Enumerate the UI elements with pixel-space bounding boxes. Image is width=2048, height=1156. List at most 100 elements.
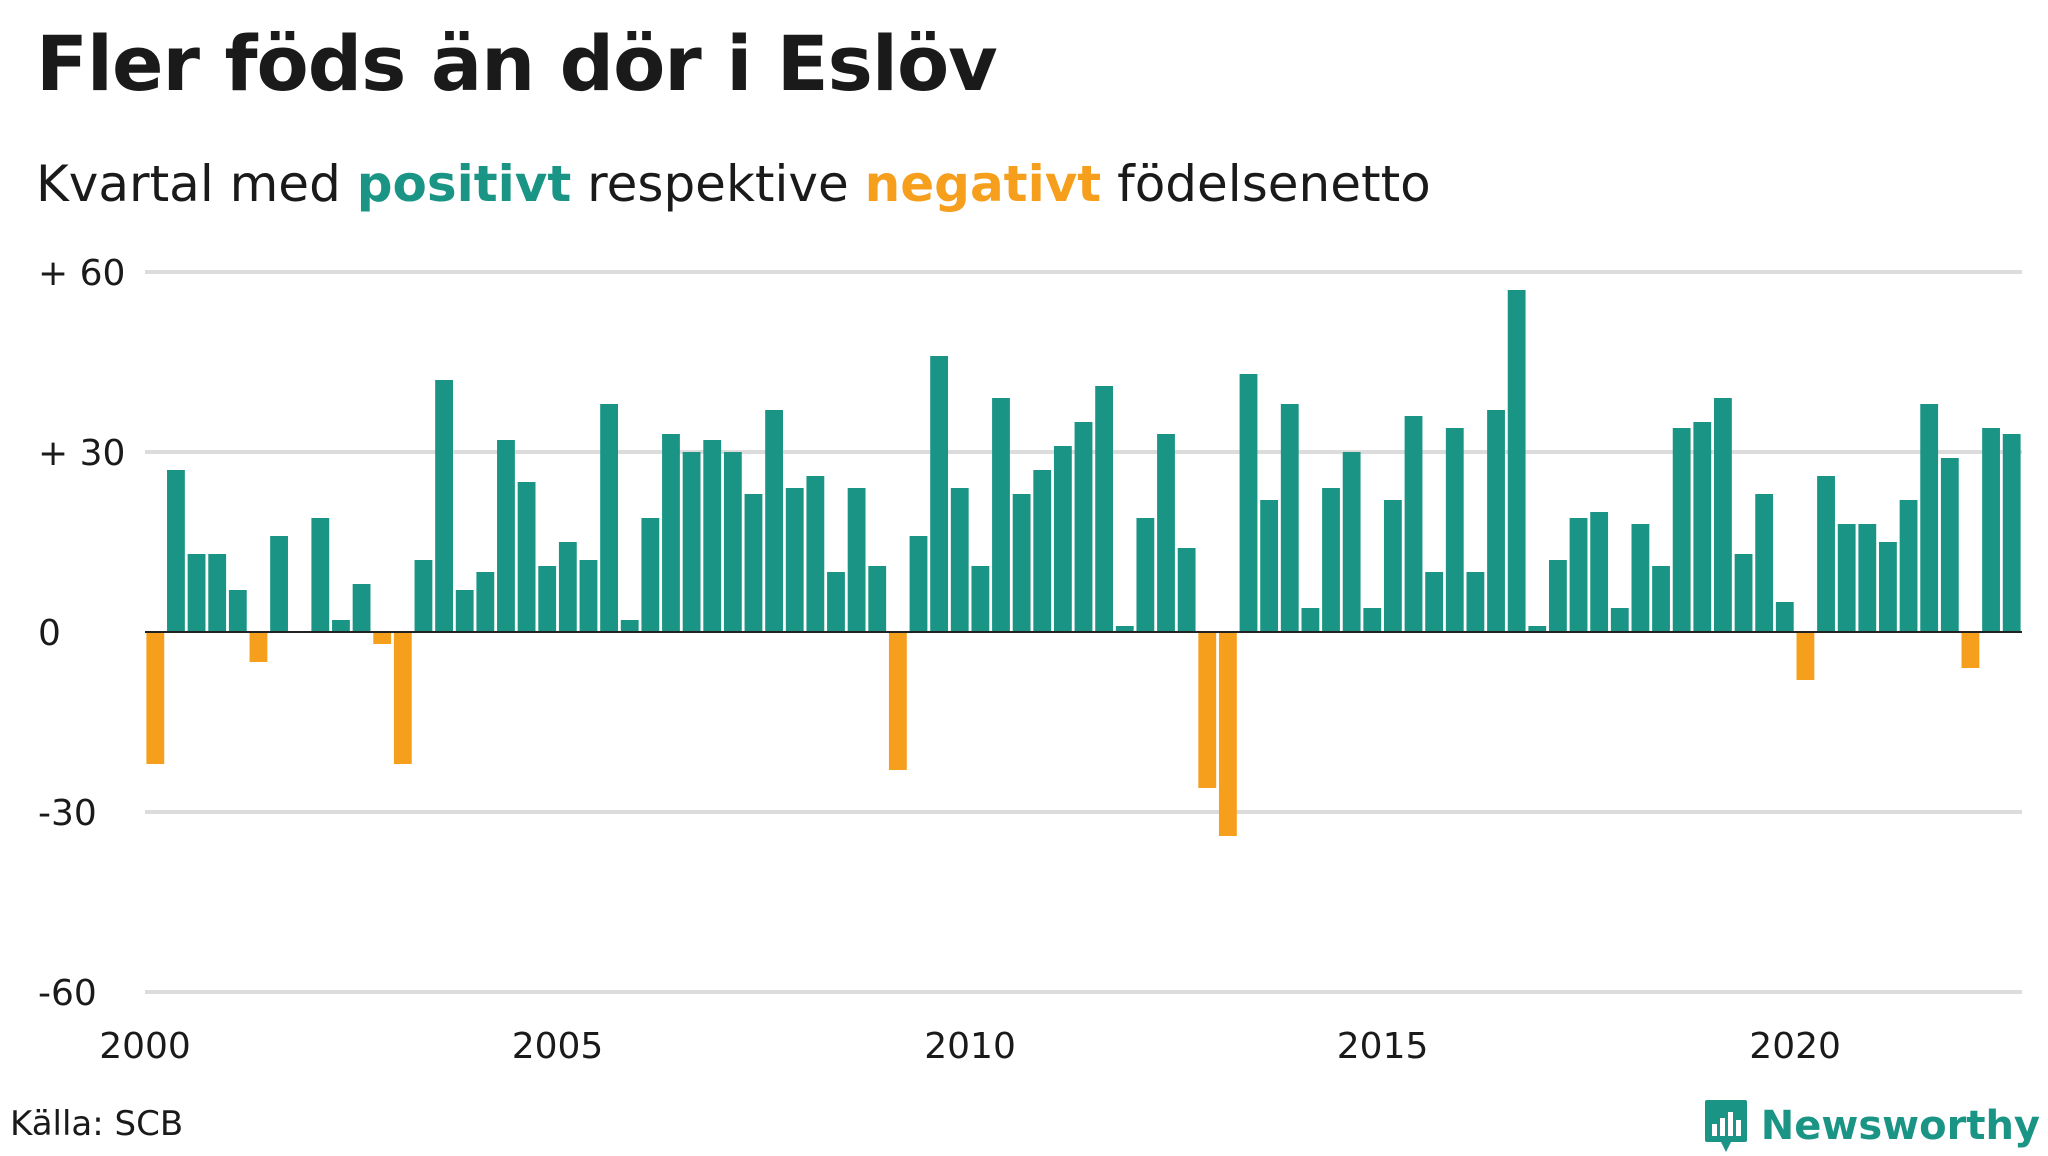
- bar: [2002, 434, 2021, 632]
- bar: [1940, 458, 1959, 632]
- bar: [455, 590, 474, 632]
- subtitle-positive-word: positivt: [356, 155, 572, 213]
- bar: [1982, 428, 2000, 632]
- bar: [1218, 632, 1237, 836]
- bar: [888, 632, 907, 770]
- bar: [1404, 416, 1423, 632]
- bar: [1445, 428, 1464, 632]
- bar: [1425, 572, 1444, 632]
- x-tick-label: 2010: [924, 1026, 1016, 1067]
- bar: [1714, 398, 1732, 632]
- y-tick-label: -30: [38, 793, 97, 834]
- bar: [208, 554, 227, 632]
- bar: [1858, 524, 1877, 632]
- bar: [352, 584, 371, 632]
- bar: [311, 518, 330, 632]
- bar: [662, 434, 680, 632]
- bar: [1672, 428, 1691, 632]
- subtitle-middle: respektive: [571, 155, 865, 213]
- bar: [1652, 566, 1670, 632]
- bar: [1033, 470, 1052, 632]
- bar: [620, 620, 639, 632]
- bar: [1053, 446, 1072, 632]
- bar: [930, 356, 949, 632]
- subtitle-negative-word: negativt: [864, 155, 1102, 213]
- subtitle-prefix: Kvartal med: [36, 155, 357, 213]
- bar: [1322, 488, 1340, 632]
- bar: [847, 488, 866, 632]
- source-note: Källa: SCB: [10, 1104, 184, 1144]
- bar: [1755, 494, 1774, 632]
- bar: [435, 380, 453, 632]
- bar: [579, 560, 598, 632]
- bar: [806, 476, 825, 632]
- bar: [992, 398, 1010, 632]
- bar: [228, 590, 247, 632]
- bar: [723, 452, 742, 632]
- chart-title: Fler föds än dör i Eslöv: [36, 19, 998, 108]
- bar: [558, 542, 577, 632]
- bar: [1548, 560, 1567, 632]
- y-tick-label: 0: [38, 613, 61, 654]
- brand-name: Newsworthy: [1760, 1103, 2040, 1149]
- bar: [1528, 626, 1547, 632]
- bar: [1239, 374, 1258, 632]
- bar: [1920, 404, 1939, 632]
- bar: [1879, 542, 1897, 632]
- bar: [1177, 548, 1196, 632]
- bar: [744, 494, 763, 632]
- x-tick-label: 2000: [99, 1026, 191, 1067]
- bar: [1260, 500, 1279, 632]
- bar: [1569, 518, 1588, 632]
- x-tick-label: 2005: [512, 1026, 604, 1067]
- x-tick-label: 2020: [1749, 1026, 1841, 1067]
- bar: [497, 440, 515, 632]
- bar: [167, 470, 185, 632]
- bar: [1487, 410, 1505, 632]
- bar: [1899, 500, 1918, 632]
- bar: [393, 632, 412, 764]
- bar: [1115, 626, 1134, 632]
- bar: [1796, 632, 1815, 680]
- bar: [1775, 602, 1794, 632]
- bar: [1198, 632, 1217, 788]
- bar: [682, 452, 701, 632]
- subtitle-suffix: födelsenetto: [1101, 155, 1431, 213]
- bar: [1363, 608, 1382, 632]
- bar: [1157, 434, 1175, 632]
- bar: [641, 518, 660, 632]
- chart-subtitle: Kvartal med positivt respektive negativt…: [36, 152, 1431, 217]
- bar: [703, 440, 722, 632]
- bar: [1590, 512, 1609, 632]
- y-tick-label: + 60: [38, 253, 125, 294]
- bar: [1693, 422, 1712, 632]
- bar: [1136, 518, 1155, 632]
- y-tick-label: + 30: [38, 433, 125, 474]
- bar: [1095, 386, 1114, 632]
- bar: [1301, 608, 1320, 632]
- bar: [1507, 290, 1526, 632]
- bar: [1734, 554, 1753, 632]
- bar: [1383, 500, 1402, 632]
- bar: [1466, 572, 1485, 632]
- bar: [971, 566, 990, 632]
- bar: [1280, 404, 1299, 632]
- bar: [249, 632, 268, 662]
- bar: [827, 572, 845, 632]
- bar: [187, 554, 206, 632]
- bar: [950, 488, 969, 632]
- bar: [270, 536, 288, 632]
- bar: [600, 404, 619, 632]
- bar: [332, 620, 350, 632]
- bar: [476, 572, 495, 632]
- bar: [1817, 476, 1835, 632]
- x-tick-label: 2015: [1337, 1026, 1429, 1067]
- newsworthy-logo-icon: [1704, 1100, 1747, 1152]
- bar: [1074, 422, 1093, 632]
- bar: [1342, 452, 1361, 632]
- bar: [414, 560, 433, 632]
- bar: [538, 566, 557, 632]
- y-tick-label: -60: [38, 973, 97, 1014]
